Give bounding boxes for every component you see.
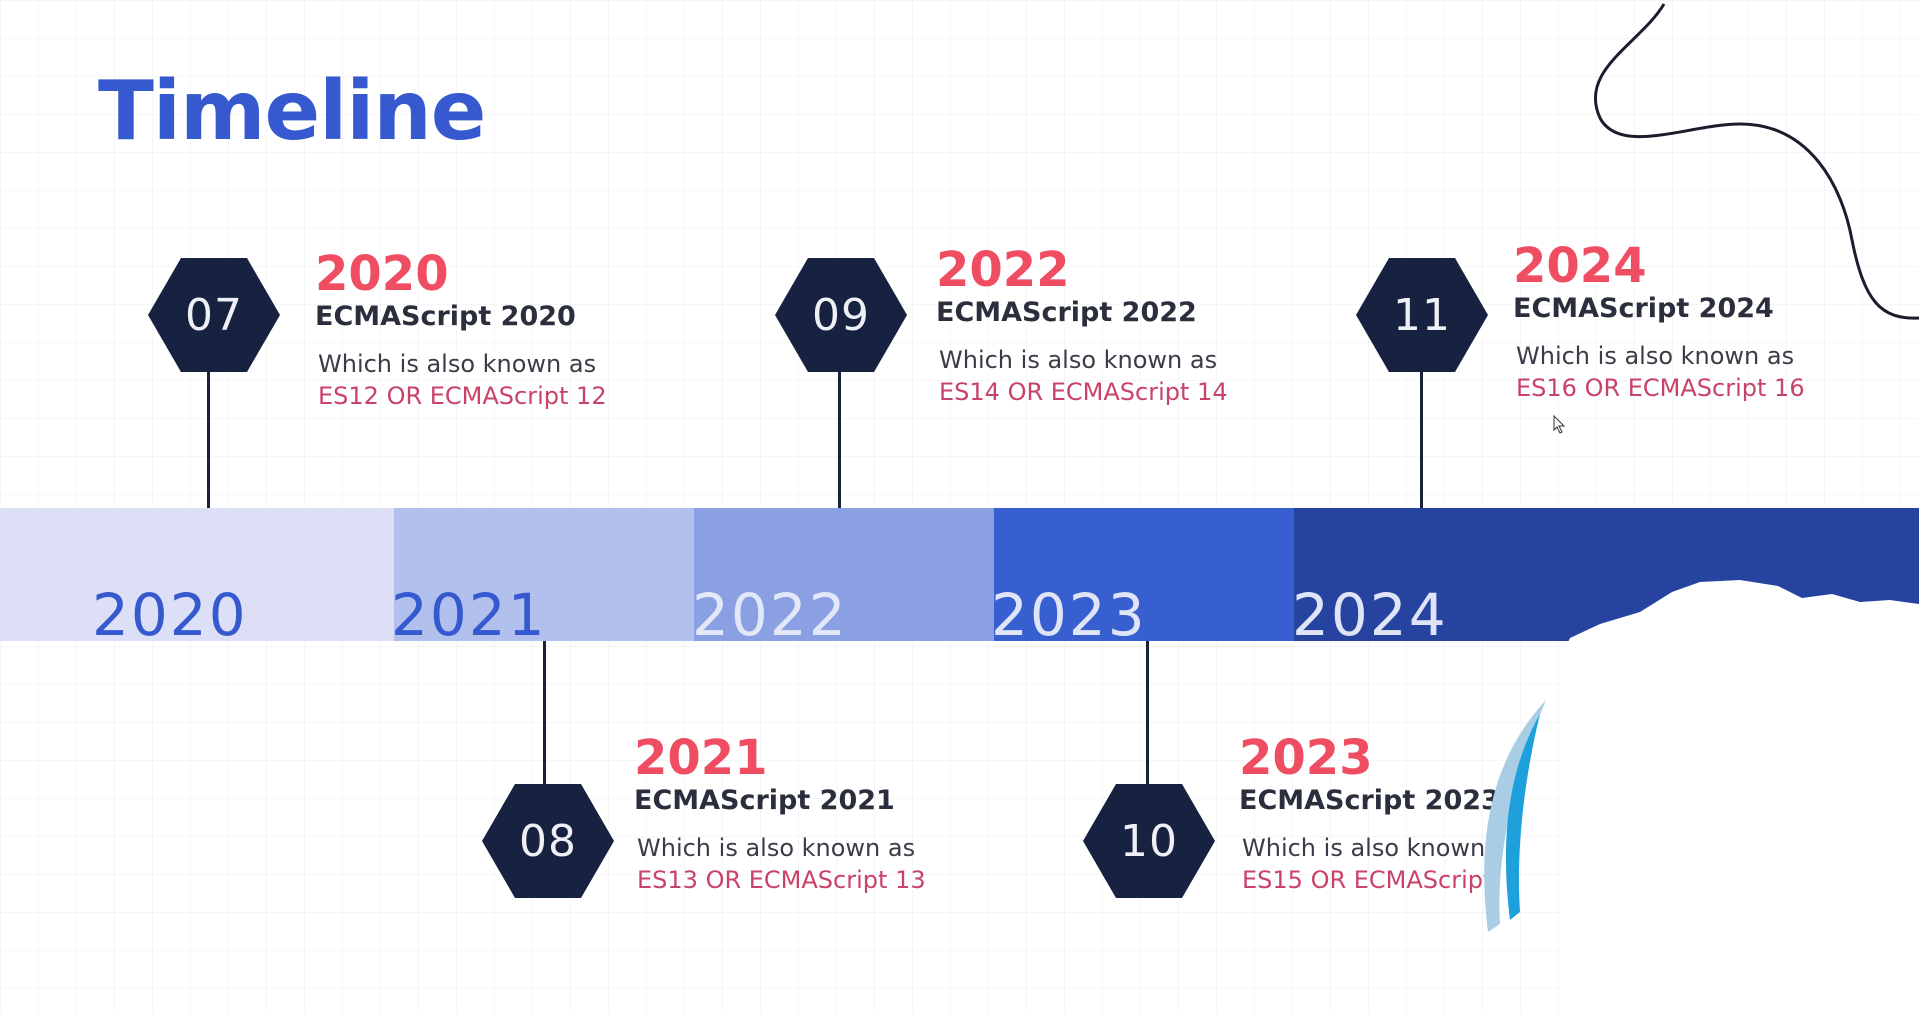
torn-paper-patch: [1560, 580, 1919, 1013]
connector-line: [1146, 641, 1149, 784]
connector-line: [207, 370, 210, 508]
band-year-label: 2024: [1294, 581, 1448, 641]
connector-line: [543, 641, 546, 784]
event-alias: ES13 OR ECMAScript 13: [637, 866, 926, 894]
band-year-label: 2022: [694, 581, 848, 641]
hexagon-marker: 07: [148, 258, 280, 372]
event-name: ECMAScript 2022: [936, 297, 1197, 328]
event-2024: 2024 ECMAScript 2024 Which is also known…: [1513, 240, 1833, 404]
hexagon-marker: 11: [1356, 258, 1488, 372]
event-name: ECMAScript 2024: [1513, 293, 1774, 324]
event-2021: 2021 ECMAScript 2021 Which is also known…: [634, 732, 954, 896]
band-year-label: 2020: [92, 581, 248, 641]
band-year-label: 2021: [394, 581, 547, 641]
timeline-band-2022: 2022: [694, 508, 994, 641]
timeline-band-2021: 2021: [394, 508, 694, 641]
event-year: 2023: [1239, 730, 1373, 786]
event-2022: 2022 ECMAScript 2022 Which is also known…: [936, 244, 1256, 408]
event-description: Which is also known as: [1516, 342, 1795, 370]
event-description: Which is also known: [1242, 834, 1486, 862]
timeline-band-2020: 2020: [0, 508, 394, 641]
connector-line: [838, 370, 841, 508]
event-name: ECMAScript 2023: [1239, 785, 1500, 816]
event-alias: ES14 OR ECMAScript 14: [939, 378, 1228, 406]
hexagon-marker: 10: [1083, 784, 1215, 898]
event-year: 2022: [936, 242, 1070, 298]
timeline-band-2024: 2024: [1294, 508, 1919, 641]
band-year-label: 2023: [994, 581, 1147, 641]
event-name: ECMAScript 2021: [634, 785, 895, 816]
event-2020: 2020 ECMAScript 2020 Which is also known…: [315, 248, 635, 412]
event-alias: ES15 OR ECMAScript: [1242, 866, 1493, 894]
event-name: ECMAScript 2020: [315, 301, 576, 332]
event-description: Which is also known as: [939, 346, 1218, 374]
timeline-band-2023: 2023: [994, 508, 1294, 641]
event-year: 2020: [315, 246, 449, 302]
event-year: 2024: [1513, 238, 1647, 294]
event-alias: ES16 OR ECMAScript 16: [1516, 374, 1805, 402]
mouse-cursor-icon: [1553, 414, 1566, 434]
event-alias: ES12 OR ECMAScript 12: [318, 382, 607, 410]
event-description: Which is also known as: [637, 834, 916, 862]
hexagon-marker: 08: [482, 784, 614, 898]
event-description: Which is also known as: [318, 350, 597, 378]
page-title: Timeline: [98, 64, 486, 159]
event-2023: 2023 ECMAScript 2023 Which is also known…: [1239, 732, 1559, 896]
connector-line: [1420, 370, 1423, 508]
hexagon-marker: 09: [775, 258, 907, 372]
event-year: 2021: [634, 730, 768, 786]
